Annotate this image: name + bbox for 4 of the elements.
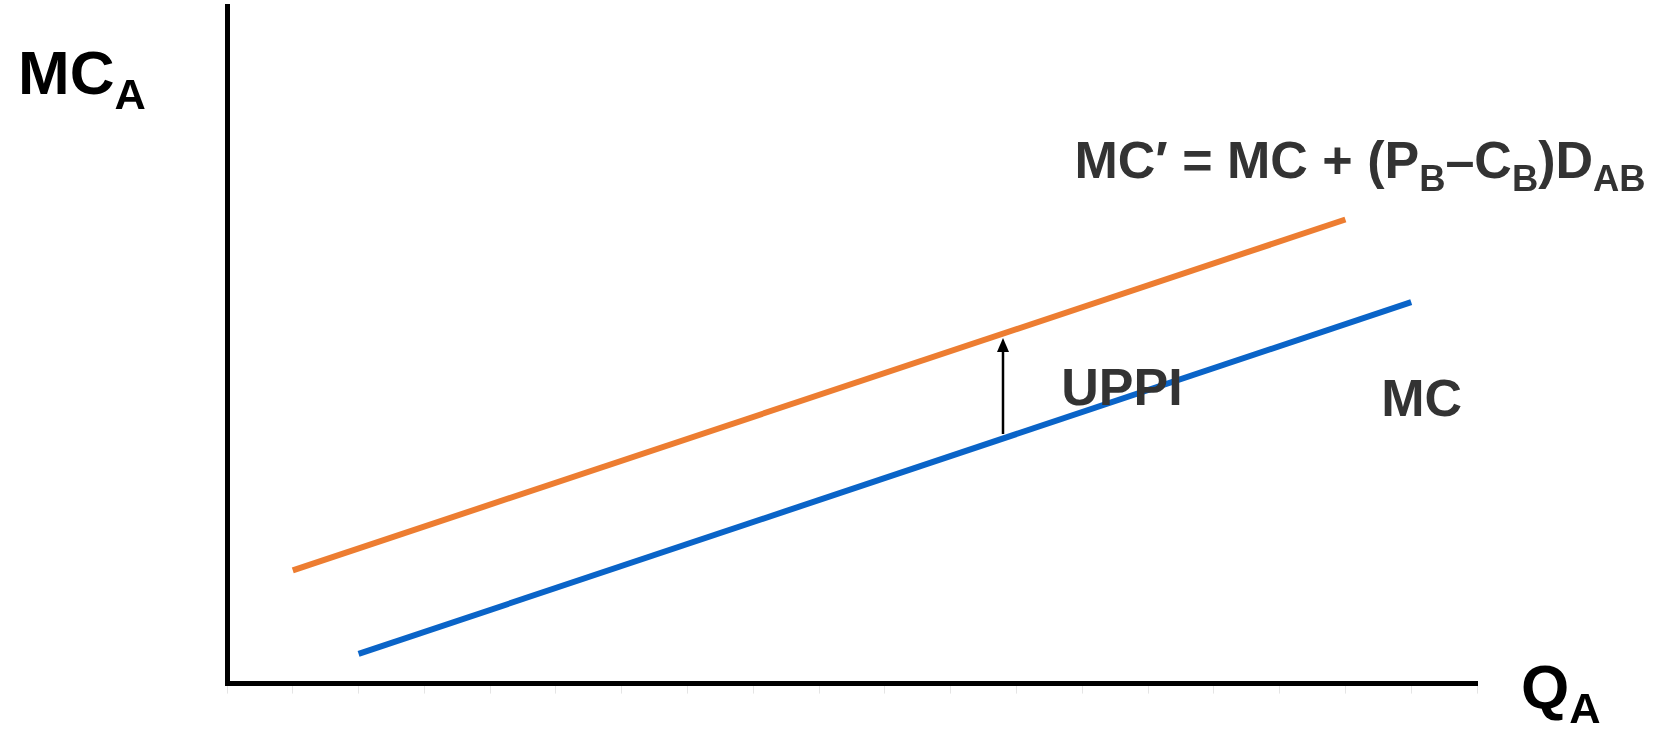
x-axis-title: Q$_{A}$ — [1521, 651, 1601, 732]
y-axis-title: MC$_{A}$ — [18, 38, 146, 119]
series-label: MC — [1381, 369, 1463, 428]
series-label: MC′ = MC + (P$_{B}$–C$_{B}$)D$_{AB}$ — [1074, 131, 1646, 200]
